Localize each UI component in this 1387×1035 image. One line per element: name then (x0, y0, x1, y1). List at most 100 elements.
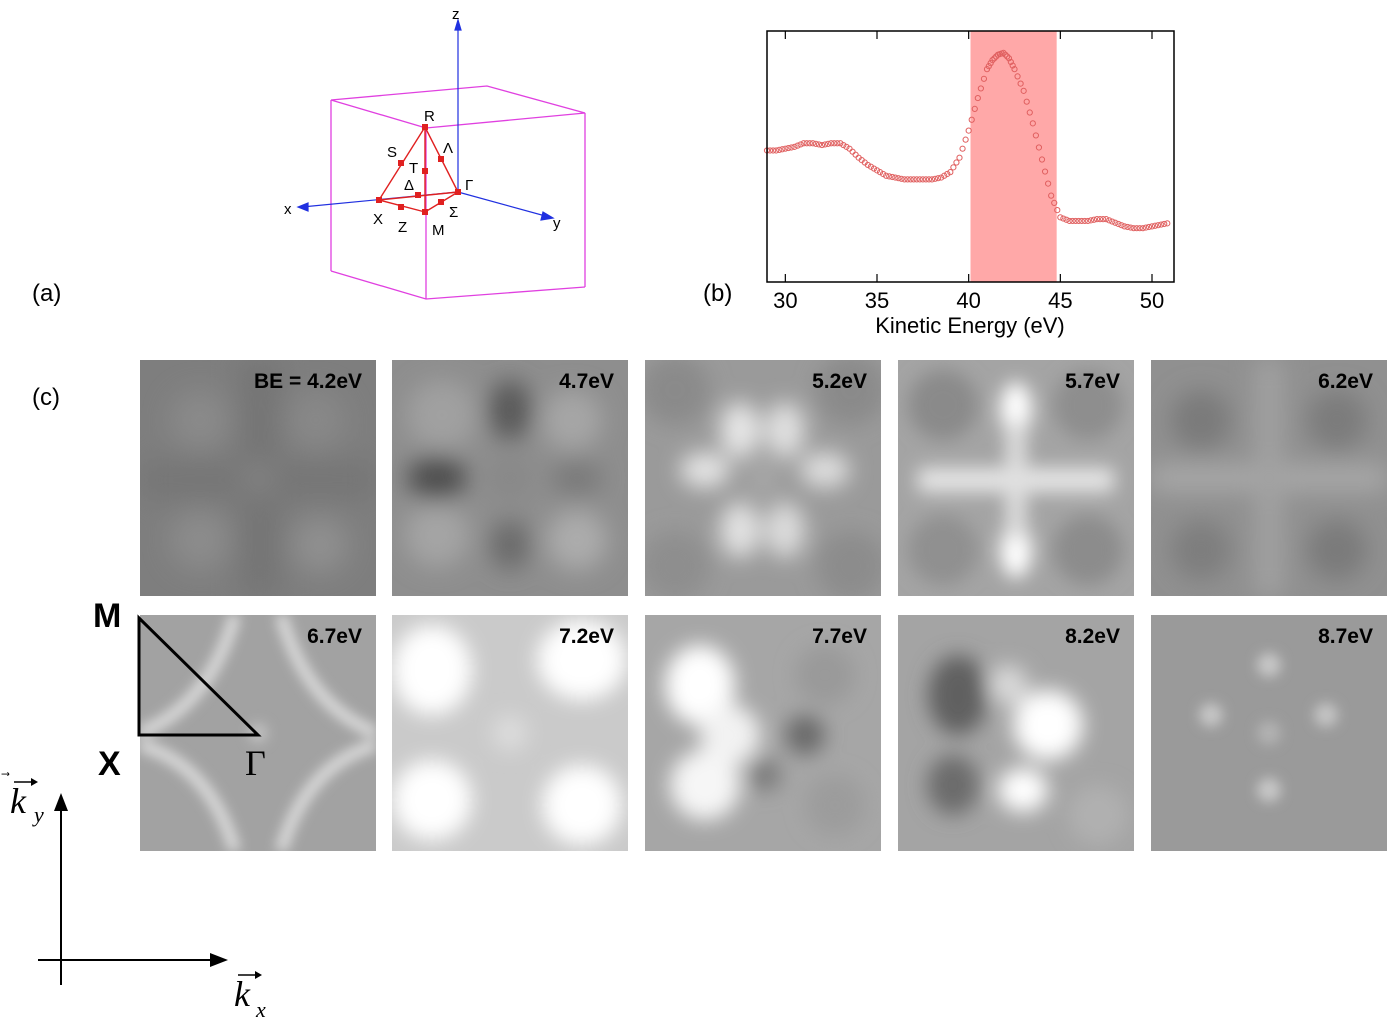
wedge-label-X: X (98, 745, 121, 783)
data-point (1005, 55, 1013, 62)
data-point (1072, 217, 1079, 225)
data-point (1112, 219, 1119, 226)
data-point (1130, 225, 1137, 232)
data-point (895, 175, 902, 182)
data-point (883, 172, 890, 179)
data-point (974, 94, 981, 102)
data-point (1029, 120, 1036, 127)
data-point (962, 136, 969, 143)
axis-label-y: y (553, 215, 561, 232)
x-tick-label: 45 (1048, 288, 1072, 313)
data-point (803, 140, 810, 147)
ky-base: k (10, 781, 26, 821)
ky-kx-map: 8.7eV (1151, 615, 1387, 851)
kinetic-energy-spectrum-chart: 30 35 40 45 50 Kinetic Energy (eV) (763, 30, 1175, 338)
data-point (1023, 98, 1030, 105)
data-point (1057, 214, 1064, 221)
data-point (1000, 49, 1007, 56)
point-label-M: M (432, 222, 445, 239)
point-label-X: X (373, 211, 383, 228)
data-point (1109, 218, 1116, 225)
panel-label-a: (a) (32, 280, 62, 307)
data-point (779, 146, 786, 153)
data-point (1081, 217, 1088, 225)
data-point (935, 175, 942, 182)
data-point (849, 148, 856, 155)
data-point (1106, 217, 1113, 224)
data-point (870, 165, 878, 172)
data-point (825, 140, 832, 147)
map-label: 5.2eV (812, 370, 867, 393)
data-point (913, 176, 920, 183)
data-point (1020, 87, 1027, 94)
data-point (1096, 216, 1104, 223)
data-point (773, 147, 780, 154)
data-point (1054, 207, 1061, 214)
data-point (1115, 220, 1122, 228)
data-point (1075, 217, 1082, 225)
ky-kx-map: 7.2eV (392, 615, 628, 851)
point-label-gamma: Γ (465, 177, 473, 194)
data-point (991, 55, 998, 62)
data-point (1161, 220, 1168, 228)
data-point (809, 140, 816, 147)
map-label: 6.7eV (307, 625, 362, 648)
data-point (797, 141, 804, 148)
data-point (1051, 199, 1058, 206)
ky-kx-map: 6.2eV (1151, 360, 1387, 596)
axis-label-z: z (452, 6, 460, 23)
data-point (922, 176, 929, 183)
data-point (1103, 216, 1110, 223)
data-point (864, 161, 871, 169)
x-axis-label: Kinetic Energy (eV) (875, 313, 1065, 338)
data-point (1004, 53, 1011, 60)
data-point (794, 142, 801, 149)
wedge-label-gamma: Γ (245, 743, 266, 783)
data-point (965, 127, 972, 134)
x-tick-label: 35 (865, 288, 889, 313)
data-point (901, 176, 908, 183)
map-label: 4.7eV (559, 370, 614, 393)
axis-label-x: x (284, 201, 292, 218)
point-label-S: S (387, 144, 397, 161)
data-point (1155, 222, 1162, 229)
data-point (886, 173, 893, 180)
data-point (818, 141, 826, 149)
data-point (941, 172, 948, 179)
data-point (1142, 224, 1149, 231)
panel-label-c: (c) (32, 384, 60, 411)
ky-kx-map: BE = 4.2eV (140, 360, 376, 596)
ky-kx-map: 4.7eV (392, 360, 628, 596)
data-point (1017, 80, 1024, 87)
data-point (977, 85, 984, 92)
data-point (904, 176, 911, 183)
data-point (770, 147, 777, 154)
data-point (919, 176, 926, 183)
kx-sub: x (256, 997, 266, 1022)
data-point (1002, 51, 1009, 58)
ky-kx-map: 8.2eV (898, 615, 1134, 851)
data-point (1069, 217, 1076, 225)
data-point (785, 144, 792, 152)
point-label-lambda: Λ (443, 140, 453, 157)
data-point (806, 140, 813, 147)
point-label-delta: Δ (404, 177, 414, 194)
x-tick-label: 40 (956, 288, 980, 313)
data-point (880, 170, 887, 178)
data-point (1063, 216, 1070, 223)
kx-label: k x (232, 965, 282, 1031)
data-point (944, 170, 951, 178)
data-point (867, 163, 874, 170)
data-point (791, 143, 798, 150)
ky-label: ⃗ k y (8, 770, 58, 830)
data-point (776, 146, 783, 153)
data-point (931, 175, 939, 182)
data-point (1007, 58, 1014, 66)
map-label: 8.2eV (1065, 625, 1120, 648)
data-point (828, 140, 835, 147)
data-point (782, 145, 789, 152)
data-point (980, 75, 988, 82)
data-point (956, 154, 963, 161)
data-point (840, 141, 847, 149)
